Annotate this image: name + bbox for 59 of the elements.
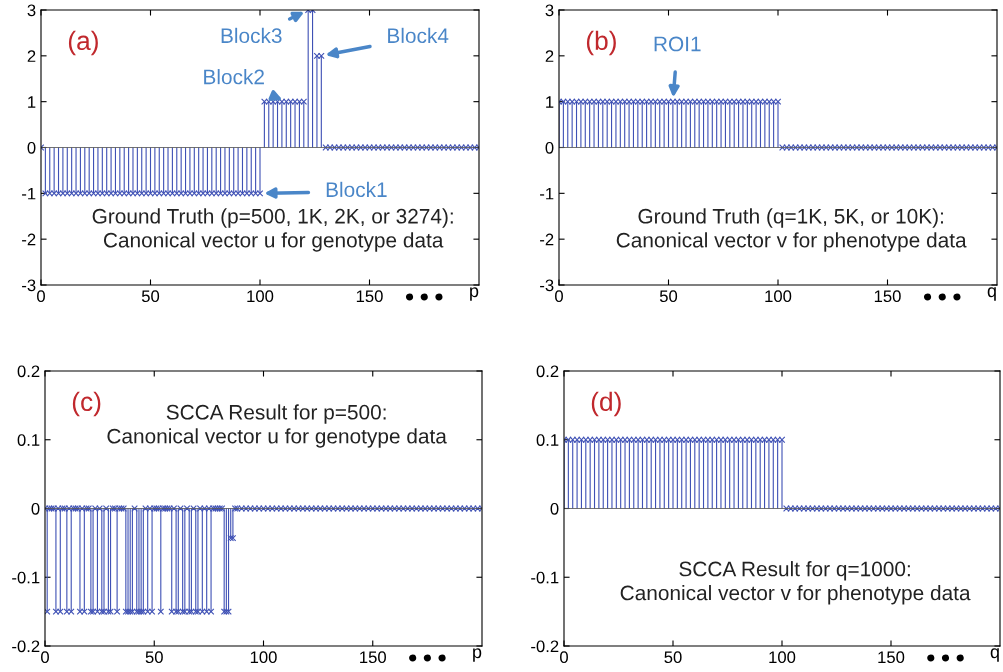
y-tick-label: -2: [540, 233, 554, 246]
y-tick-label: -0.1: [12, 571, 40, 584]
x-tick-label: 100: [765, 290, 792, 303]
y-tick-label: -2: [22, 233, 36, 246]
x-tick-label: 150: [878, 651, 905, 664]
annotation: (c): [72, 391, 101, 417]
y-tick-label: -1: [22, 187, 36, 200]
x-tick-label: 50: [141, 290, 160, 303]
annotation: Block3: [221, 27, 282, 44]
annotation: Ground Truth (p=500, 1K, 2K, or 3274): Canonical vector u for genotype data: [92, 208, 453, 252]
text: ● ● ●: [923, 293, 961, 301]
y-tick-label: 2: [545, 50, 554, 62]
y-tick-label: -0.2: [531, 640, 559, 653]
x-axis-title: p: [470, 287, 479, 301]
x-axis-title: q: [990, 648, 999, 662]
y-tick-label: -3: [540, 279, 554, 292]
x-tick-label: 100: [769, 651, 796, 664]
x-tick-label: 150: [360, 651, 386, 664]
x-tick-label: 50: [145, 651, 163, 664]
annotation: Block4: [388, 27, 449, 44]
text: ● ● ●: [409, 654, 446, 662]
y-tick-label: 3: [27, 4, 36, 17]
annotation: SCCA Result for p=500: Canonical vector u for genotype data: [107, 404, 447, 448]
y-tick-label: 0: [545, 141, 554, 154]
y-tick-label: 3: [545, 4, 554, 17]
y-tick-label: -1: [540, 187, 554, 200]
y-tick-label: -0.1: [531, 571, 559, 584]
x-tick-label: 50: [664, 651, 682, 664]
x-axis-title: p: [473, 648, 482, 662]
y-tick-label: 0: [31, 502, 40, 515]
annotation: ROI1: [654, 36, 701, 52]
y-tick-label: -3: [22, 279, 36, 292]
x-tick-label: 100: [250, 651, 277, 664]
annotation: Block2: [204, 69, 264, 85]
y-tick-label: -0.2: [12, 640, 40, 653]
y-tick-label: 0: [550, 502, 559, 515]
annotation: Ground Truth (q=1K, 5K, or 10K): Canonical vector v for phenotype data: [616, 208, 967, 252]
y-tick-label: 1: [546, 96, 554, 108]
x-tick-label: 50: [659, 290, 678, 303]
x-tick-label: 150: [874, 290, 901, 303]
text: ● ● ●: [927, 654, 964, 662]
y-tick-label: 0.2: [536, 365, 559, 378]
annotation: (b): [586, 30, 616, 56]
y-tick-label: 0: [27, 141, 36, 154]
y-tick-label: 0.2: [17, 365, 40, 378]
annotation: (d): [591, 391, 621, 417]
x-tick-label: 0: [560, 651, 568, 664]
x-tick-label: 0: [41, 651, 49, 664]
annotation: SCCA Result for q=1000: Canonical vector v for phenotype data: [620, 561, 971, 605]
y-tick-label: 2: [27, 50, 36, 62]
annotation: (a): [68, 30, 98, 56]
x-tick-label: 150: [356, 290, 383, 303]
x-axis-title: q: [987, 287, 996, 301]
text: ● ● ●: [405, 293, 443, 301]
y-tick-label: 0.1: [536, 434, 559, 446]
annotation: Block1: [326, 181, 387, 198]
x-tick-label: 100: [247, 290, 274, 303]
y-tick-label: 1: [28, 96, 36, 108]
y-tick-label: 0.1: [17, 434, 40, 446]
